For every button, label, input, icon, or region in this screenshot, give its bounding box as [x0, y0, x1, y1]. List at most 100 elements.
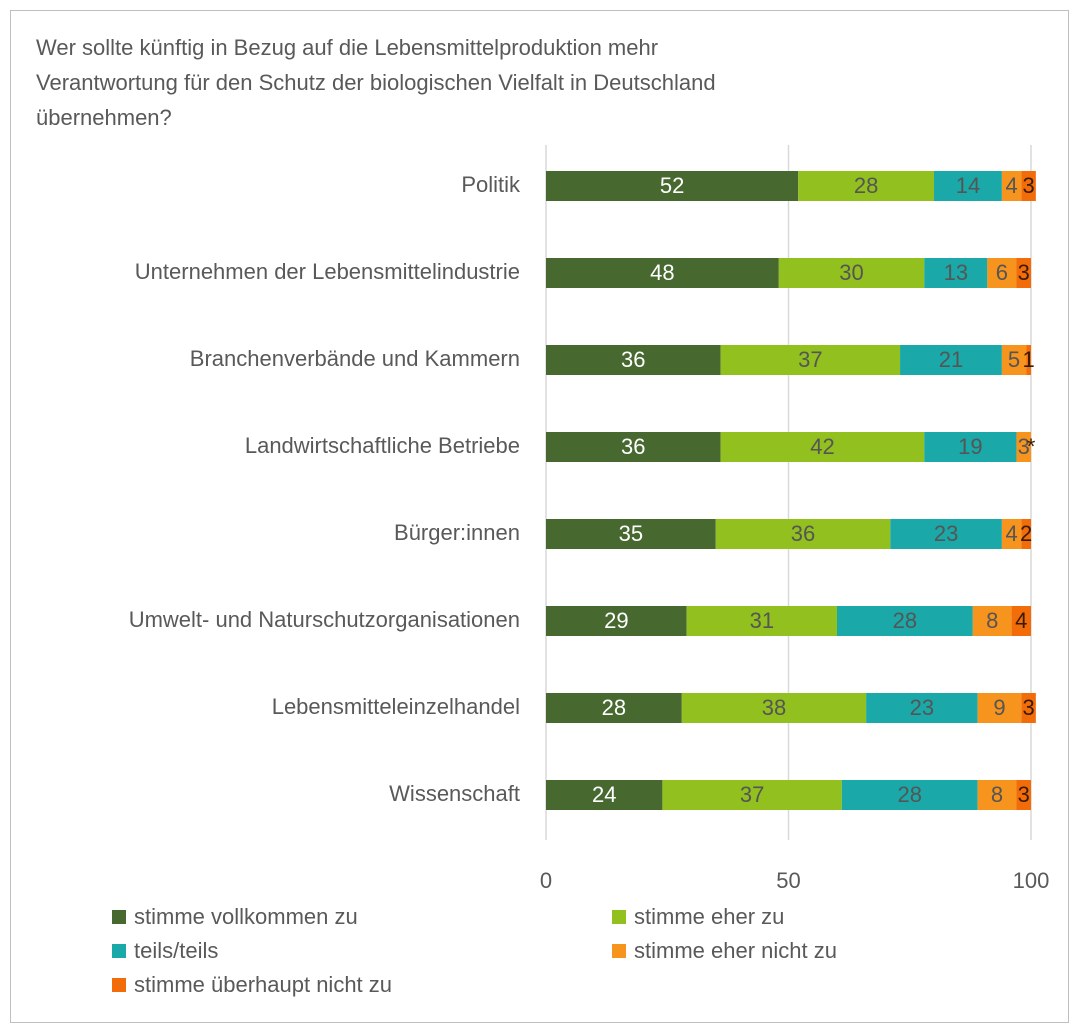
bar-segment	[546, 606, 687, 636]
data-label: 23	[934, 521, 958, 546]
bar-segment	[934, 171, 1002, 201]
data-label: 3	[1018, 434, 1030, 459]
data-label: 4	[1005, 521, 1017, 546]
data-label: 3	[1018, 260, 1030, 285]
bar-segment	[900, 345, 1002, 375]
bar-segment	[987, 258, 1017, 288]
bar-segment	[778, 258, 925, 288]
data-label: 29	[604, 608, 628, 633]
data-label: 1	[1022, 347, 1034, 372]
bar-segment	[1021, 171, 1036, 201]
bar-segment	[841, 780, 978, 810]
bar-segment	[546, 693, 682, 723]
data-label: 21	[939, 347, 963, 372]
data-label: 8	[986, 608, 998, 633]
data-label: 37	[740, 782, 764, 807]
bar-segment	[837, 606, 973, 636]
data-label: 48	[650, 260, 674, 285]
data-label: 36	[791, 521, 815, 546]
category-label: Bürger:innen	[394, 520, 520, 545]
data-label: 23	[910, 695, 934, 720]
data-label: 42	[810, 434, 834, 459]
x-tick-label: 50	[776, 868, 800, 893]
bar-segment	[546, 171, 799, 201]
data-label: 35	[619, 521, 643, 546]
data-label: 3	[1022, 695, 1034, 720]
category-label: Unternehmen der Lebensmittelindustrie	[135, 259, 520, 284]
legend-label: stimme eher zu	[634, 904, 784, 929]
data-label: 37	[798, 347, 822, 372]
bar-segment	[1026, 345, 1031, 375]
bar-segment	[546, 780, 663, 810]
category-label: Wissenschaft	[389, 781, 520, 806]
bar-segment	[798, 171, 934, 201]
legend-swatch	[612, 910, 626, 924]
bar-segment	[1016, 432, 1031, 462]
data-label: 52	[660, 173, 684, 198]
data-label: 5	[1008, 347, 1020, 372]
data-label: 31	[750, 608, 774, 633]
legend-swatch	[112, 944, 126, 958]
data-label: 28	[898, 782, 922, 807]
bar-segment	[1001, 345, 1027, 375]
data-label: 36	[621, 434, 645, 459]
data-label: 28	[893, 608, 917, 633]
data-label: 38	[762, 695, 786, 720]
bar-segment	[890, 519, 1002, 549]
data-label: 4	[1015, 608, 1027, 633]
data-label: 13	[944, 260, 968, 285]
bar-segment	[546, 258, 779, 288]
data-label: 6	[996, 260, 1008, 285]
bar-segment	[681, 693, 867, 723]
bar-segment	[546, 519, 716, 549]
chart-frame	[10, 10, 1069, 1023]
legend-label: stimme vollkommen zu	[134, 904, 358, 929]
category-label: Branchenverbände und Kammern	[190, 346, 520, 371]
bar-segment	[1001, 171, 1022, 201]
data-label: 19	[958, 434, 982, 459]
bar-segment	[546, 345, 721, 375]
data-label: 8	[991, 782, 1003, 807]
data-label: 24	[592, 782, 616, 807]
legend-label: stimme eher nicht zu	[634, 938, 837, 963]
data-label: 9	[993, 695, 1005, 720]
bar-segment	[924, 258, 988, 288]
data-label: 36	[621, 347, 645, 372]
bar-segment	[720, 432, 925, 462]
data-label: 4	[1005, 173, 1017, 198]
data-label: *	[1027, 434, 1036, 459]
data-label: 14	[956, 173, 980, 198]
bar-segment	[546, 432, 721, 462]
category-label: Politik	[461, 172, 521, 197]
legend-swatch	[612, 944, 626, 958]
bar-segment	[686, 606, 837, 636]
category-label: Umwelt- und Naturschutzorganisationen	[129, 607, 520, 632]
category-label: Lebensmitteleinzelhandel	[272, 694, 520, 719]
bar-segment	[1016, 258, 1031, 288]
bar-segment	[662, 780, 842, 810]
data-label: 3	[1022, 173, 1034, 198]
data-label: 2	[1020, 521, 1032, 546]
category-label: Landwirtschaftliche Betriebe	[245, 433, 520, 458]
legend-swatch	[112, 910, 126, 924]
data-label: 28	[602, 695, 626, 720]
x-tick-label: 100	[1013, 868, 1050, 893]
bar-segment	[1001, 519, 1022, 549]
bar-segment	[1021, 693, 1036, 723]
bar-segment	[977, 693, 1022, 723]
legend-label: stimme überhaupt nicht zu	[134, 972, 392, 997]
bar-segment	[924, 432, 1017, 462]
bar-segment	[1011, 606, 1031, 636]
bar-segment	[1016, 780, 1031, 810]
bar-segment	[972, 606, 1012, 636]
legend-label: teils/teils	[134, 938, 218, 963]
bar-segment	[977, 780, 1017, 810]
chart-title: Wer sollte künftig in Bezug auf die Lebe…	[36, 35, 716, 130]
data-label: 28	[854, 173, 878, 198]
data-label: 30	[839, 260, 863, 285]
x-tick-label: 0	[540, 868, 552, 893]
bar-segment	[715, 519, 891, 549]
data-label: 3	[1018, 782, 1030, 807]
